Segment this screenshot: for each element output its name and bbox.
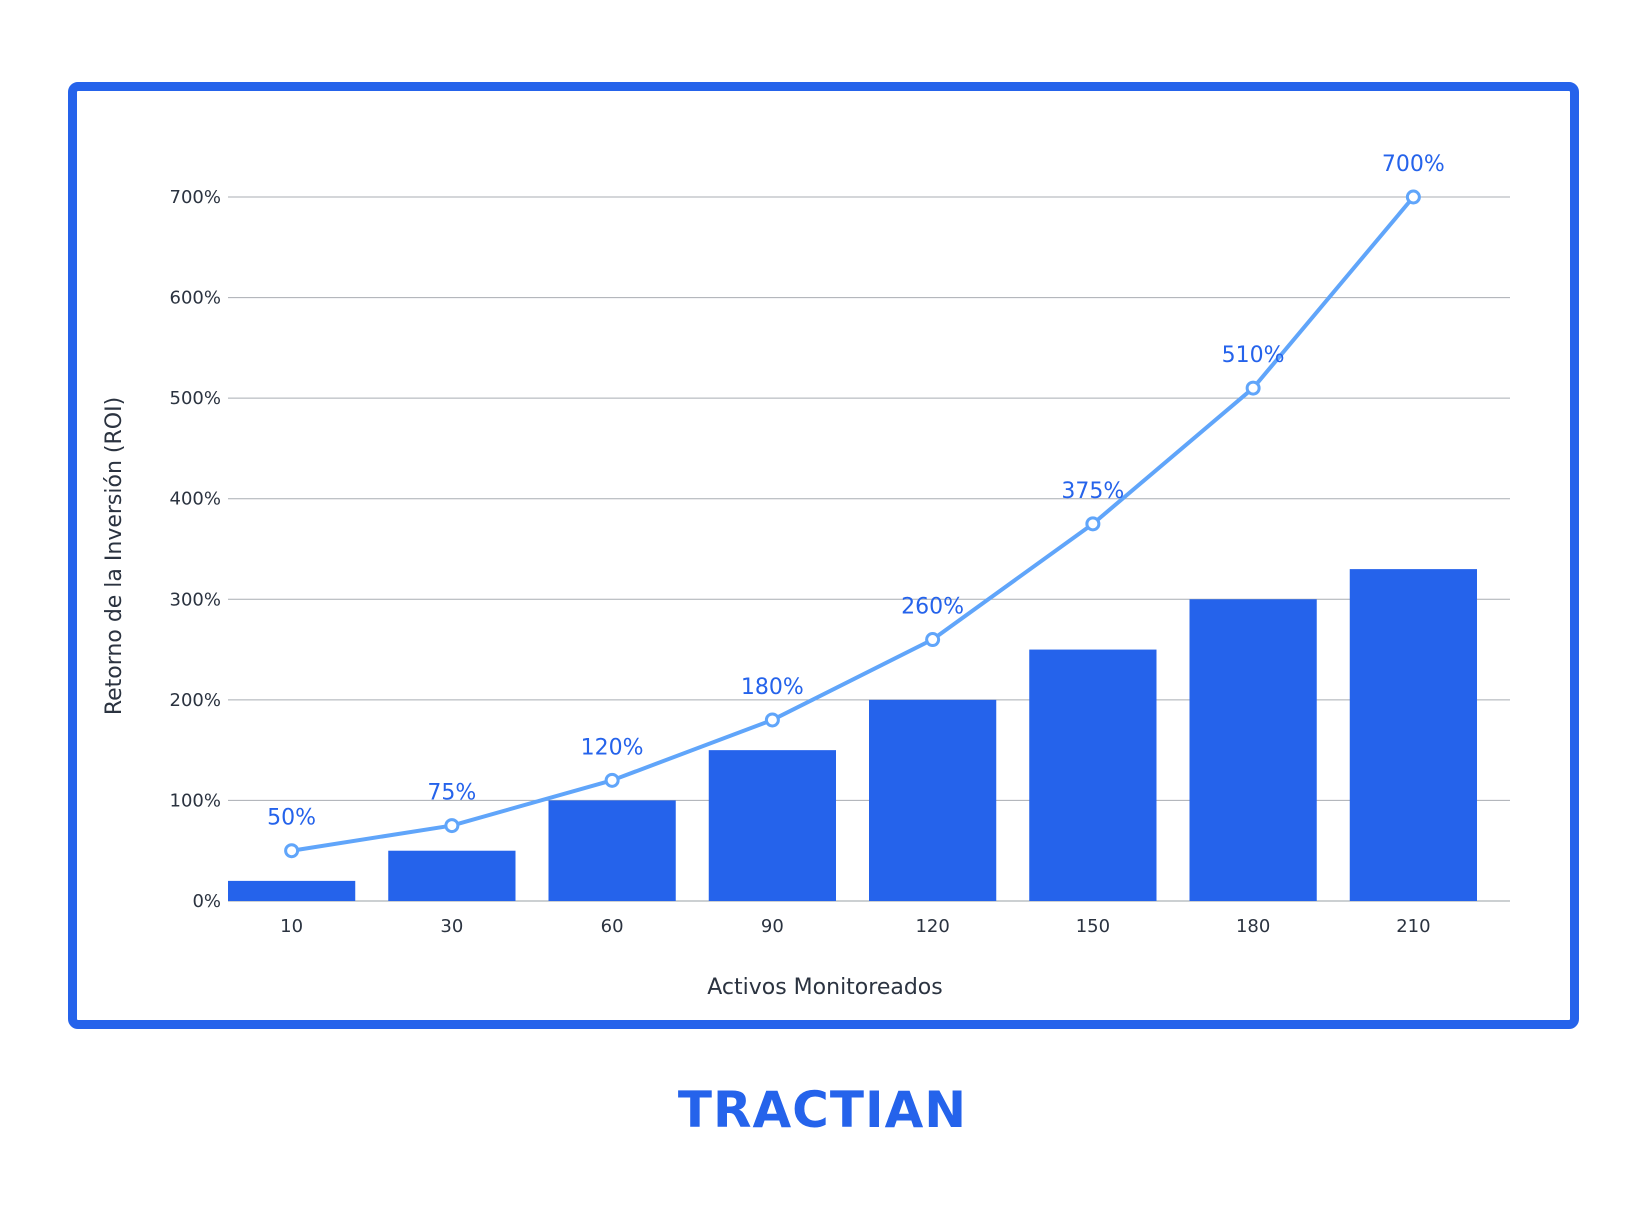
y-tick-label: 700% bbox=[170, 187, 221, 208]
bar-series bbox=[228, 569, 1477, 901]
tractian-logo: TRACTIAN bbox=[677, 1081, 968, 1139]
data-label: 510% bbox=[1222, 343, 1285, 368]
x-tick-label: 10 bbox=[280, 916, 303, 937]
bar bbox=[869, 699, 997, 901]
line-point bbox=[444, 818, 460, 834]
line-point bbox=[284, 843, 300, 859]
y-tick-label: 200% bbox=[170, 690, 221, 711]
x-tick-label: 120 bbox=[915, 916, 949, 937]
y-tick-label: 500% bbox=[170, 388, 221, 409]
y-tick-label: 400% bbox=[170, 489, 221, 510]
y-axis-label: Retorno de la Inversión (ROI) bbox=[102, 397, 127, 715]
data-label: 700% bbox=[1382, 152, 1445, 177]
x-tick-label: 90 bbox=[761, 916, 784, 937]
line-point bbox=[764, 712, 780, 728]
x-tick-label: 150 bbox=[1076, 916, 1110, 937]
bar bbox=[708, 750, 836, 901]
bar bbox=[1189, 599, 1317, 901]
data-label: 375% bbox=[1061, 479, 1124, 504]
bar bbox=[1349, 569, 1477, 901]
data-label: 50% bbox=[267, 806, 316, 831]
y-tick-label: 300% bbox=[170, 589, 221, 610]
y-axis-ticks: 0% 100% 200% 300% 400% 500% 600% 700% bbox=[170, 187, 221, 912]
x-tick-label: 60 bbox=[601, 916, 624, 937]
line-point bbox=[1405, 189, 1421, 205]
x-tick-label: 30 bbox=[440, 916, 463, 937]
y-tick-label: 100% bbox=[170, 790, 221, 811]
x-axis-label: Activos Monitoreados bbox=[707, 975, 942, 1000]
data-label: 180% bbox=[741, 675, 804, 700]
x-axis-ticks: 10 30 60 90 120 150 180 210 bbox=[280, 916, 1430, 937]
line-point bbox=[604, 772, 620, 788]
x-tick-label: 210 bbox=[1396, 916, 1430, 937]
line-point bbox=[925, 632, 941, 648]
line-point bbox=[1245, 380, 1261, 396]
y-tick-label: 0% bbox=[192, 891, 221, 912]
data-label: 260% bbox=[901, 595, 964, 620]
x-tick-label: 180 bbox=[1236, 916, 1270, 937]
line-point bbox=[1085, 516, 1101, 532]
line-series bbox=[284, 189, 1421, 859]
bar bbox=[388, 850, 516, 901]
bar bbox=[548, 800, 676, 901]
data-label: 75% bbox=[427, 781, 476, 806]
data-label: 120% bbox=[581, 735, 644, 760]
bar bbox=[1029, 649, 1157, 901]
roi-line bbox=[291, 195, 1415, 853]
y-tick-label: 600% bbox=[170, 288, 221, 309]
bar bbox=[228, 880, 356, 901]
data-labels: 50% 75% 120% 180% 260% 375% 510% 700% bbox=[267, 152, 1445, 831]
